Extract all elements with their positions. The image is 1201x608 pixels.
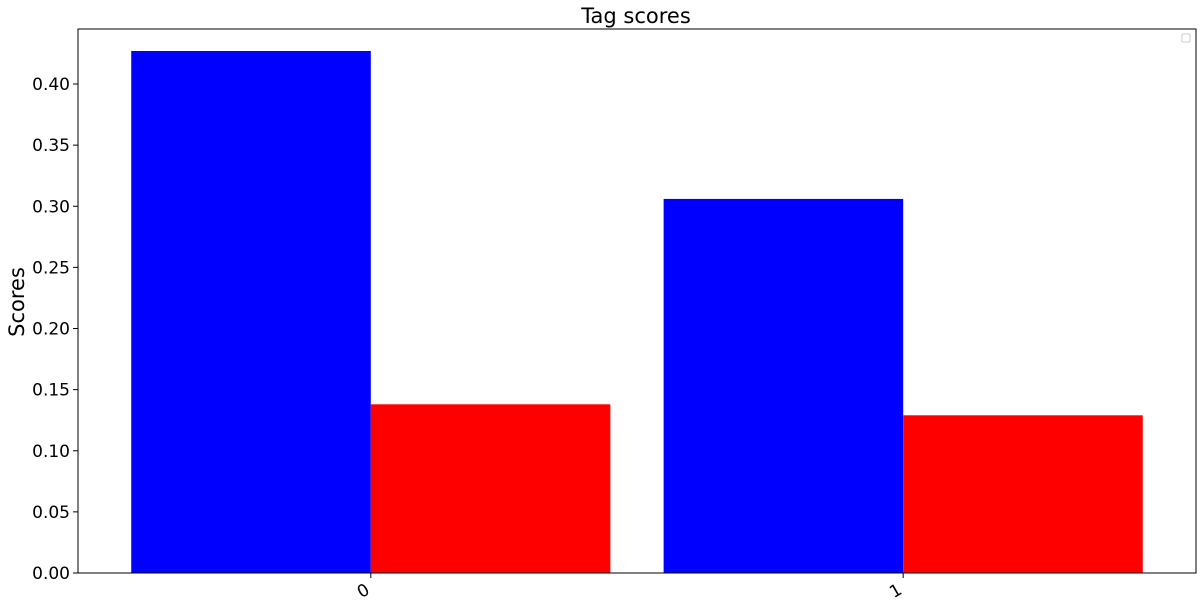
bar-0-series-0 — [131, 51, 371, 573]
bar-1-series-1 — [903, 415, 1143, 573]
x-tick-label: 0 — [354, 580, 373, 603]
y-tick-label: 0.10 — [32, 442, 70, 462]
chart-title: Tag scores — [580, 4, 691, 28]
legend — [1181, 33, 1191, 43]
y-axis-label: Scores — [5, 267, 29, 337]
y-tick-label: 0.25 — [32, 258, 70, 278]
y-tick-label: 0.20 — [32, 320, 70, 340]
y-tick-label: 0.30 — [32, 197, 70, 217]
y-tick-label: 0.15 — [32, 381, 70, 401]
bar-1-series-0 — [663, 198, 904, 574]
y-tick-label: 0.00 — [32, 564, 70, 584]
y-tick-label: 0.35 — [32, 136, 70, 156]
bars-layer — [131, 51, 1143, 574]
x-tick-label: 1 — [886, 580, 905, 603]
y-tick-label: 0.40 — [32, 75, 70, 95]
plot-frame — [77, 28, 1197, 574]
y-tick-label: 0.05 — [32, 503, 70, 523]
legend-box — [1181, 33, 1191, 43]
bar-0-series-1 — [370, 404, 611, 573]
